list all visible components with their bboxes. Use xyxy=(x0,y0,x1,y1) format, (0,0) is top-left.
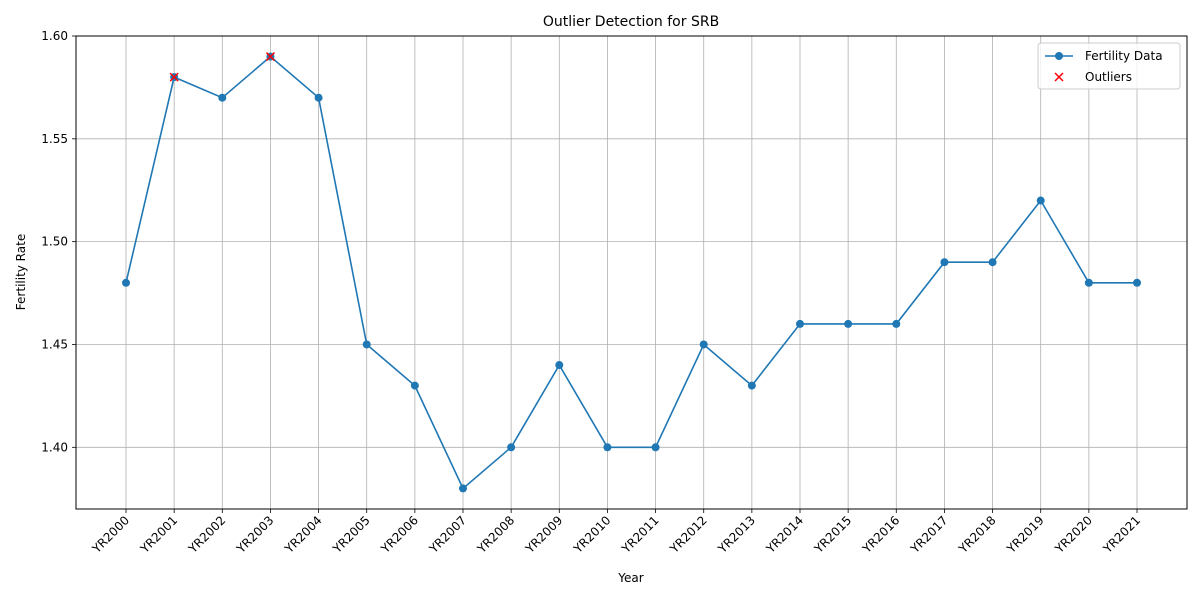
series-line xyxy=(125,55,1137,490)
data-point xyxy=(796,319,804,328)
data-point xyxy=(699,340,708,349)
data-point xyxy=(459,484,467,493)
legend-label-outliers: Outliers xyxy=(1085,70,1132,84)
outlier-stroke xyxy=(169,72,179,82)
y-tick-label: 1.50 xyxy=(41,235,68,249)
data-point xyxy=(603,443,612,452)
outlier-point xyxy=(265,52,275,62)
chart-title: Outlier Detection for SRB xyxy=(543,14,719,30)
legend-marker-swatch xyxy=(1055,52,1063,60)
data-point xyxy=(507,443,516,452)
y-tick-label: 1.45 xyxy=(41,337,68,351)
legend-outlier-marker xyxy=(1054,72,1064,82)
y-axis-label: Fertility Rate xyxy=(14,234,28,310)
y-tick-label: 1.55 xyxy=(41,132,68,146)
data-point xyxy=(1133,278,1141,287)
data-series xyxy=(122,52,1141,493)
data-point xyxy=(988,258,997,267)
data-point xyxy=(1036,196,1045,205)
data-point xyxy=(747,381,756,390)
data-point xyxy=(218,93,227,102)
data-point xyxy=(651,443,660,452)
x-axis-label: Year xyxy=(617,571,643,585)
legend-box xyxy=(1037,42,1181,90)
legend: Fertility Data Outliers xyxy=(1037,42,1181,90)
outlier-point xyxy=(169,72,179,82)
legend-outlier-swatch xyxy=(1054,72,1064,82)
data-point xyxy=(892,319,901,328)
data-point xyxy=(555,361,564,370)
data-point xyxy=(410,381,419,390)
legend-label-fertility: Fertility Data xyxy=(1085,49,1163,63)
outlier-stroke xyxy=(265,52,275,62)
data-point xyxy=(314,93,323,102)
data-point xyxy=(362,340,371,349)
plot-area-frame xyxy=(75,35,1188,510)
y-tick-label: 1.40 xyxy=(41,440,68,454)
y-tick-label: 1.60 xyxy=(41,29,68,43)
outlier-stroke xyxy=(1054,72,1064,82)
data-point xyxy=(940,258,949,267)
data-point xyxy=(844,319,853,328)
outlier-markers xyxy=(169,52,275,82)
data-point xyxy=(1084,278,1093,287)
data-point xyxy=(122,278,130,287)
